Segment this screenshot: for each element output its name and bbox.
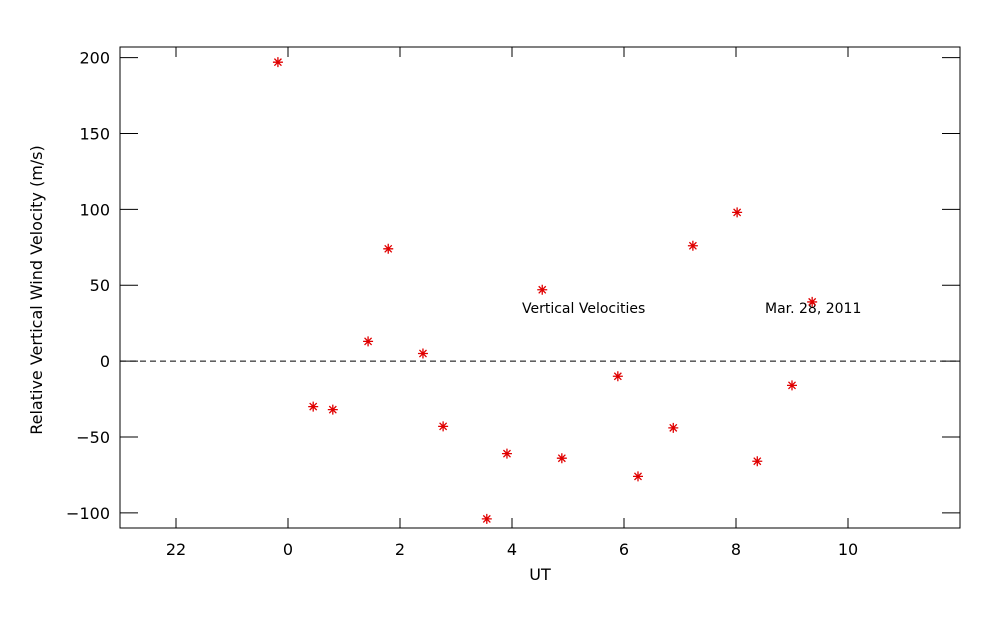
x-tick-label: 4	[507, 540, 517, 559]
y-axis-label: Relative Vertical Wind Velocity (m/s)	[27, 145, 46, 435]
data-point	[417, 348, 428, 359]
annotation: Vertical Velocities	[522, 301, 645, 317]
y-tick-label: 200	[79, 49, 110, 68]
y-tick-label: 100	[79, 200, 110, 219]
data-point	[327, 404, 338, 415]
data-point	[537, 284, 548, 295]
data-point	[501, 448, 512, 459]
x-tick-label: 8	[731, 540, 741, 559]
x-tick-label: 6	[619, 540, 629, 559]
data-point	[752, 456, 763, 467]
data-point	[438, 421, 449, 432]
y-tick-label: −100	[66, 504, 110, 523]
data-point	[308, 401, 319, 412]
x-tick-label: 0	[283, 540, 293, 559]
data-point	[787, 380, 797, 391]
x-tick-label: 22	[166, 540, 186, 559]
data-point	[732, 207, 743, 218]
data-point	[807, 296, 818, 307]
y-tick-label: 50	[90, 276, 110, 295]
plot-frame	[119, 46, 961, 529]
y-tick-label: 0	[100, 352, 110, 371]
data-point	[668, 422, 679, 433]
y-tick-label: −50	[76, 428, 110, 447]
data-point	[612, 371, 623, 382]
x-axis-label: UT	[529, 565, 551, 584]
x-tick-label: 10	[838, 540, 858, 559]
data-point	[556, 453, 567, 464]
data-point	[272, 57, 283, 68]
data-point	[633, 471, 643, 482]
data-point	[481, 513, 492, 524]
data-point	[363, 336, 374, 347]
annotation: Mar. 28, 2011	[765, 301, 861, 317]
y-tick-label: 150	[79, 124, 110, 143]
x-tick-label: 2	[395, 540, 405, 559]
data-point	[687, 240, 698, 251]
data-point	[383, 243, 394, 254]
